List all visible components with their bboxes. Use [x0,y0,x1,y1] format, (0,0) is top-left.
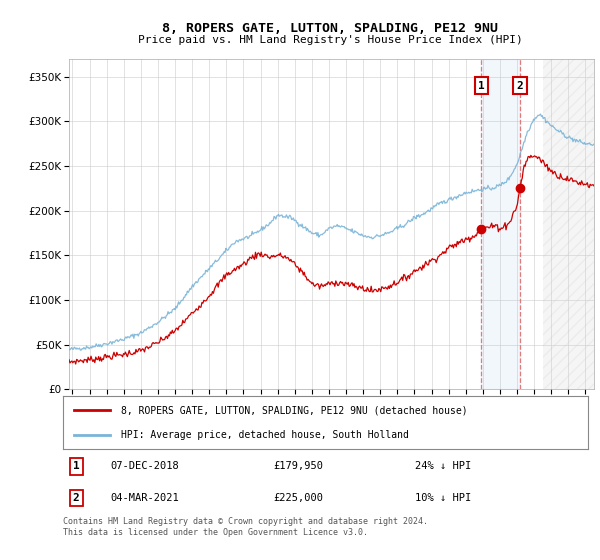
Text: Price paid vs. HM Land Registry's House Price Index (HPI): Price paid vs. HM Land Registry's House … [137,35,523,45]
Text: £179,950: £179,950 [273,461,323,472]
Text: 1: 1 [73,461,79,472]
Text: 24% ↓ HPI: 24% ↓ HPI [415,461,471,472]
Bar [481,59,520,389]
Text: Contains HM Land Registry data © Crown copyright and database right 2024.
This d: Contains HM Land Registry data © Crown c… [63,517,428,537]
Text: 2: 2 [517,81,523,91]
Text: 8, ROPERS GATE, LUTTON, SPALDING, PE12 9NU: 8, ROPERS GATE, LUTTON, SPALDING, PE12 9… [162,22,498,35]
Text: 1: 1 [478,81,485,91]
Text: 10% ↓ HPI: 10% ↓ HPI [415,493,471,503]
Text: £225,000: £225,000 [273,493,323,503]
Text: 04-MAR-2021: 04-MAR-2021 [110,493,179,503]
Text: 07-DEC-2018: 07-DEC-2018 [110,461,179,472]
Text: 8, ROPERS GATE, LUTTON, SPALDING, PE12 9NU (detached house): 8, ROPERS GATE, LUTTON, SPALDING, PE12 9… [121,405,467,416]
Bar [542,59,594,389]
Text: 2: 2 [73,493,79,503]
Text: HPI: Average price, detached house, South Holland: HPI: Average price, detached house, Sout… [121,430,409,440]
